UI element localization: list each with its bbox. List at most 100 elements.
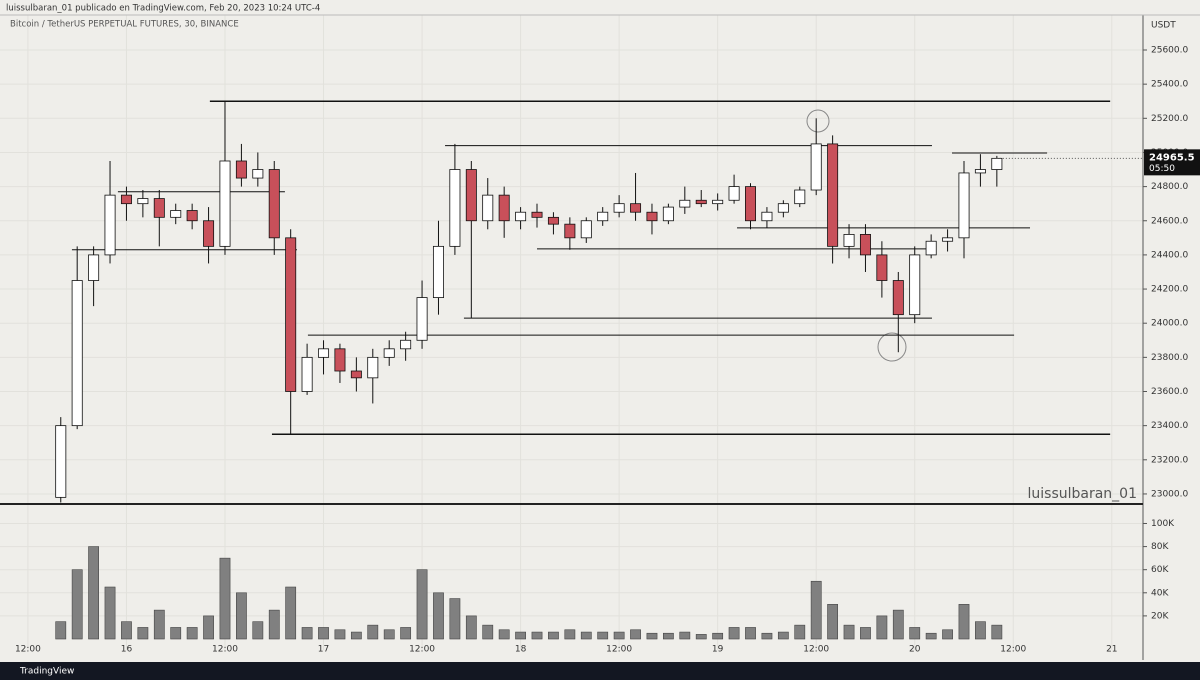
candle-body xyxy=(383,348,395,358)
candle-body xyxy=(104,194,116,256)
volume-bar xyxy=(383,629,395,640)
volume-bar xyxy=(761,632,773,640)
x-tick-label: 19 xyxy=(712,645,724,655)
candle-body xyxy=(55,425,67,498)
volume-bar xyxy=(88,546,99,640)
candle-body xyxy=(449,169,461,247)
volume-bar xyxy=(301,627,313,640)
volume-bar xyxy=(564,629,576,640)
candle-body xyxy=(662,206,674,222)
volume-bar xyxy=(597,631,609,640)
volume-bar xyxy=(663,632,674,640)
candle-body xyxy=(695,199,707,205)
candle-body xyxy=(137,198,149,205)
symbol-title: Bitcoin / TetherUS PERPETUAL FUTURES, 30… xyxy=(10,20,239,30)
y-tick-label: 23400.0 xyxy=(1151,421,1188,431)
volume-bar xyxy=(104,586,116,640)
candle-body xyxy=(728,186,740,201)
candle-body xyxy=(892,280,904,316)
volume-bar xyxy=(613,631,625,640)
y-tick-label: 24600.0 xyxy=(1151,216,1188,226)
candle-body xyxy=(252,169,264,179)
volume-bar xyxy=(498,629,510,640)
candle-body xyxy=(334,348,346,372)
candle-body xyxy=(679,199,691,208)
volume-bar xyxy=(860,627,871,640)
volume-bar xyxy=(827,604,839,640)
volume-bar xyxy=(745,627,756,640)
x-tick-label: 20 xyxy=(909,645,921,655)
volume-bar xyxy=(350,631,362,640)
volume-bar xyxy=(400,627,412,640)
y-tick-label: 23200.0 xyxy=(1151,455,1188,465)
volume-bar xyxy=(449,598,461,640)
volume-bar xyxy=(942,629,953,640)
volume-bar xyxy=(186,627,198,640)
volume-bar xyxy=(679,631,691,640)
candle-body xyxy=(153,198,165,218)
candle-body xyxy=(432,245,444,298)
candle-body xyxy=(219,160,231,247)
candle-body xyxy=(547,216,559,225)
x-tick-label: 12:00 xyxy=(212,645,238,655)
y-tick-label: 25400.0 xyxy=(1151,80,1188,90)
candle-body xyxy=(991,157,1003,170)
candle-body xyxy=(580,220,592,239)
y-tick-label: 25600.0 xyxy=(1151,46,1188,56)
x-tick-label: 12:00 xyxy=(606,645,632,655)
x-tick-label: 18 xyxy=(515,645,527,655)
x-tick-label: 12:00 xyxy=(1000,645,1026,655)
candle-body xyxy=(285,237,297,392)
publisher: luissulbaran_01 publicado en TradingView… xyxy=(6,4,320,14)
candle-body xyxy=(301,356,313,392)
footer xyxy=(0,662,1200,680)
volume-bar xyxy=(55,621,67,640)
y-tick-label: 80K xyxy=(1151,542,1169,552)
currency-label: USDT xyxy=(1151,21,1176,31)
y-tick-label: 20K xyxy=(1151,611,1169,621)
volume-bar xyxy=(876,615,888,640)
candle-body xyxy=(186,210,198,222)
candle-body xyxy=(350,370,362,379)
volume-bar xyxy=(892,609,904,640)
countdown: 05:50 xyxy=(1149,164,1175,174)
candle-body xyxy=(712,199,724,205)
highlight-circle xyxy=(806,109,830,133)
volume-bar xyxy=(695,634,707,640)
watermark: luissulbaran_01 xyxy=(1028,486,1138,502)
y-tick-label: 24200.0 xyxy=(1151,285,1188,295)
volume-bar xyxy=(925,632,937,640)
y-tick-label: 23600.0 xyxy=(1151,387,1188,397)
candle-body xyxy=(170,210,182,218)
volume-bar xyxy=(71,569,83,640)
volume-bar xyxy=(991,624,1003,640)
volume-bar xyxy=(630,629,641,640)
volume-bar xyxy=(515,631,526,640)
volume-bar xyxy=(334,629,346,640)
volume-bar xyxy=(777,631,789,640)
volume-bar xyxy=(646,632,658,640)
candle-body xyxy=(482,194,494,222)
candle-body xyxy=(597,211,609,222)
volume-bar xyxy=(170,627,182,640)
volume-bar xyxy=(416,569,428,640)
volume-bar xyxy=(958,604,970,640)
volume-bar xyxy=(433,592,444,640)
y-tick-label: 60K xyxy=(1151,565,1169,575)
candle-body xyxy=(958,172,970,239)
volume-bar xyxy=(318,627,329,640)
candle-body xyxy=(120,194,132,205)
candle-body xyxy=(318,348,330,358)
candle-body xyxy=(646,211,658,222)
highlight-circle xyxy=(877,332,907,362)
candle-body xyxy=(416,297,428,341)
volume-bar xyxy=(252,621,264,640)
candle-body xyxy=(794,189,806,205)
last-price-label: 24965.5 xyxy=(1149,152,1195,163)
x-tick-label: 12:00 xyxy=(803,645,829,655)
candle-body xyxy=(498,194,510,222)
x-tick-label: 12:00 xyxy=(409,645,435,655)
candle-body xyxy=(268,169,280,239)
y-tick-label: 25200.0 xyxy=(1151,114,1188,124)
